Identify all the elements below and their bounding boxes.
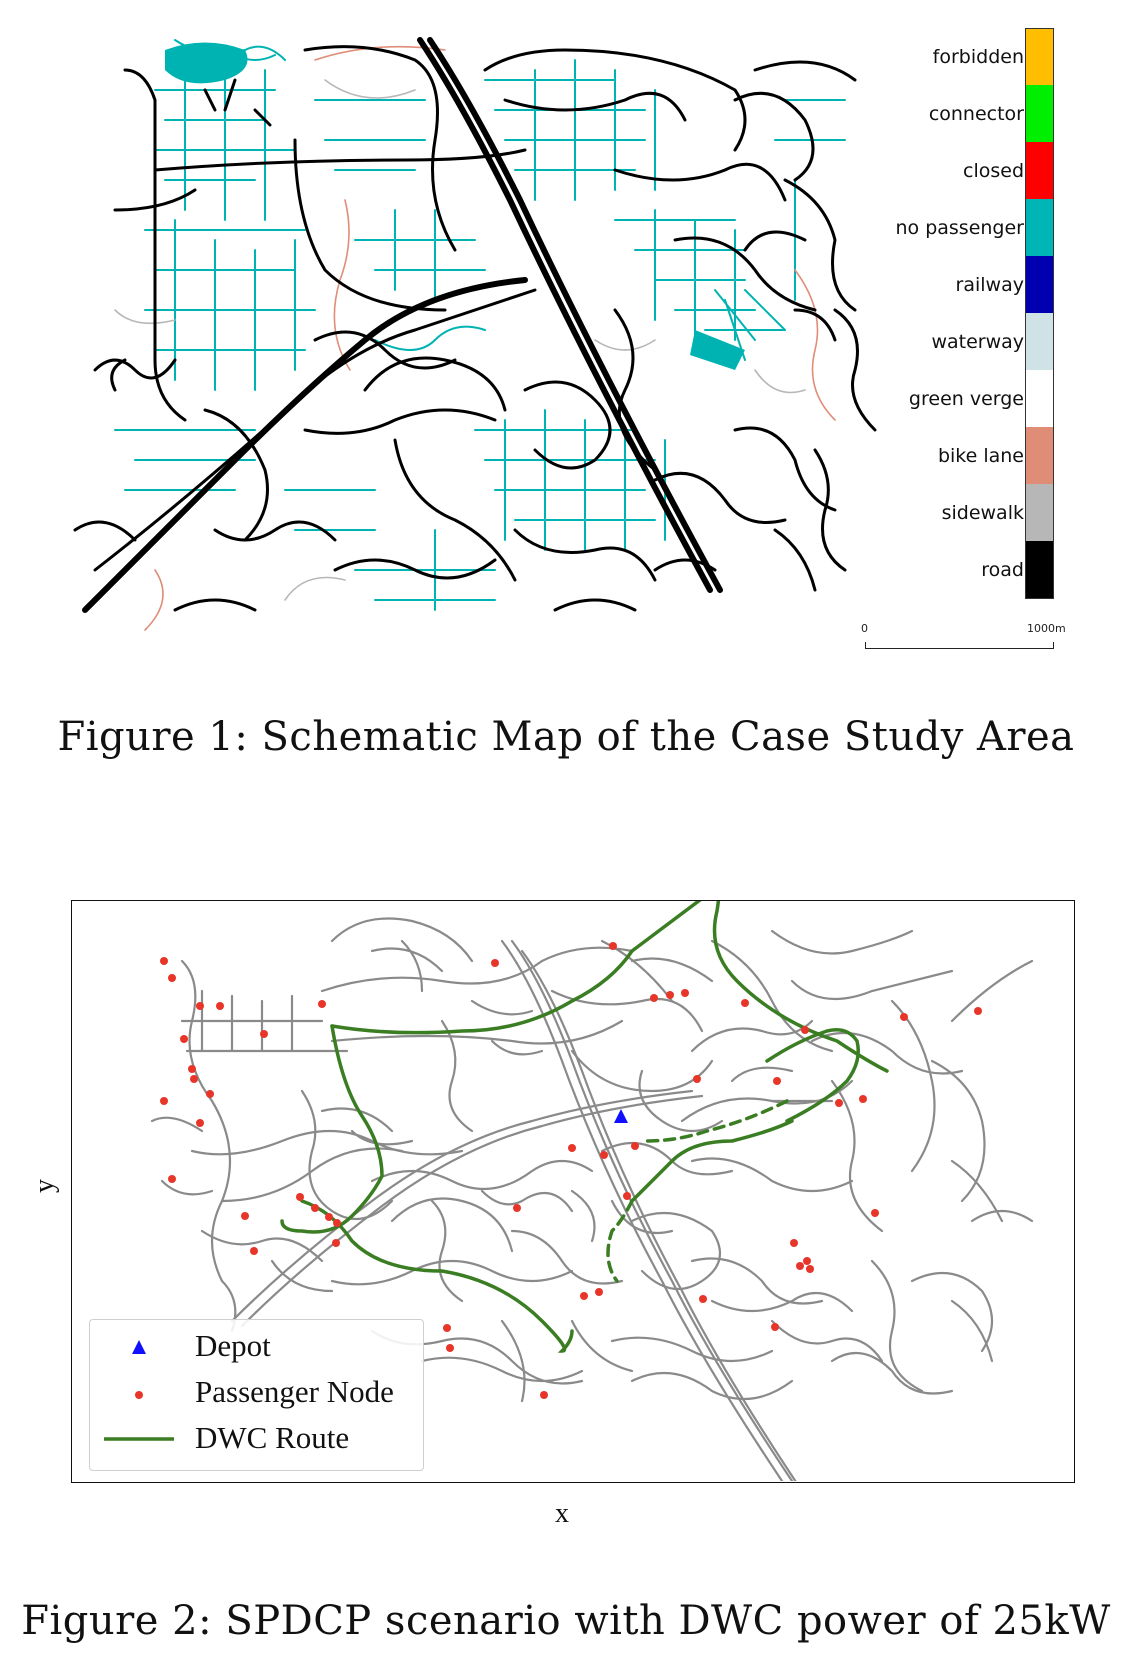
legend-item-forbidden: forbidden <box>870 28 1080 86</box>
legend-swatch <box>1025 256 1054 313</box>
legend-item-no-passenger: no passenger <box>870 199 1080 256</box>
road-network-map <box>150 901 1034 1481</box>
legend-label-passenger: Passenger Node <box>195 1374 394 1409</box>
legend-swatch <box>1025 484 1054 541</box>
legend-swatch <box>1025 370 1054 427</box>
figure-2-caption: Figure 2: SPDCP scenario with DWC power … <box>21 1598 1111 1644</box>
legend-label-route: DWC Route <box>195 1420 350 1455</box>
route-legend-icon <box>104 1437 174 1441</box>
legend-item-route: DWC Route <box>90 1416 420 1462</box>
road-paths <box>73 45 877 612</box>
legend-item-depot: Depot <box>90 1324 420 1370</box>
highway-secondary <box>93 288 537 572</box>
legend-swatch <box>1025 142 1054 199</box>
x-axis-label: x <box>555 1498 569 1529</box>
network-plot: Depot Passenger Node DWC Route <box>71 900 1075 1483</box>
figure-2: Depot Passenger Node DWC Route x y Figur… <box>0 880 1132 1660</box>
legend-item-railway: railway <box>870 256 1080 313</box>
legend-label: no passenger <box>895 217 1024 239</box>
legend-item-bike-lane: bike lane <box>870 427 1080 484</box>
legend-item-sidewalk: sidewalk <box>870 484 1080 541</box>
legend-swatch <box>1025 541 1054 599</box>
legend-swatch <box>1025 427 1054 484</box>
dwc-route <box>280 901 889 1353</box>
legend-swatch <box>1025 85 1054 142</box>
legend-item-closed: closed <box>870 142 1080 199</box>
no-passenger-areas <box>165 42 745 370</box>
figure-1: forbidden connector closed no passenger … <box>0 0 1132 760</box>
depot-marker <box>614 1109 628 1123</box>
figure-1-caption: Figure 1: Schematic Map of the Case Stud… <box>57 714 1075 760</box>
legend-swatch <box>1025 199 1054 256</box>
legend-label: green verge <box>908 388 1024 410</box>
legend-swatch <box>1025 28 1054 86</box>
legend-item-passenger: Passenger Node <box>90 1370 420 1416</box>
scale-end-label: 1000m <box>1027 622 1066 635</box>
legend-label: closed <box>963 160 1024 182</box>
map-legend: forbidden connector closed no passenger … <box>870 28 1080 599</box>
legend-label: connector <box>928 103 1024 125</box>
depot-legend-icon <box>132 1340 146 1354</box>
scale-start-label: 0 <box>861 622 868 635</box>
scale-line <box>865 642 1054 649</box>
network-edges <box>150 917 1034 1481</box>
scale-bar: 0 1000m <box>855 622 1066 652</box>
legend-label: waterway <box>931 331 1024 353</box>
legend-label: road <box>981 559 1024 581</box>
legend-label-depot: Depot <box>195 1328 271 1363</box>
dwc-route-dashed <box>606 1099 789 1283</box>
bike-lane-paths <box>144 45 836 631</box>
passenger-legend-icon <box>135 1391 143 1399</box>
legend-label: railway <box>955 274 1024 296</box>
schematic-map <box>73 37 877 631</box>
legend-item-waterway: waterway <box>870 313 1080 370</box>
legend-item-green-verge: green verge <box>870 370 1080 427</box>
y-axis-label: y <box>29 1179 60 1193</box>
legend-label: sidewalk <box>941 502 1024 524</box>
legend-label: forbidden <box>932 46 1024 68</box>
sidewalk-paths <box>114 79 806 601</box>
plot-legend: Depot Passenger Node DWC Route <box>89 1319 424 1471</box>
legend-item-connector: connector <box>870 85 1080 142</box>
legend-swatch <box>1025 313 1054 370</box>
passenger-nodes <box>160 942 982 1399</box>
legend-label: bike lane <box>937 445 1024 467</box>
legend-item-road: road <box>870 541 1080 599</box>
